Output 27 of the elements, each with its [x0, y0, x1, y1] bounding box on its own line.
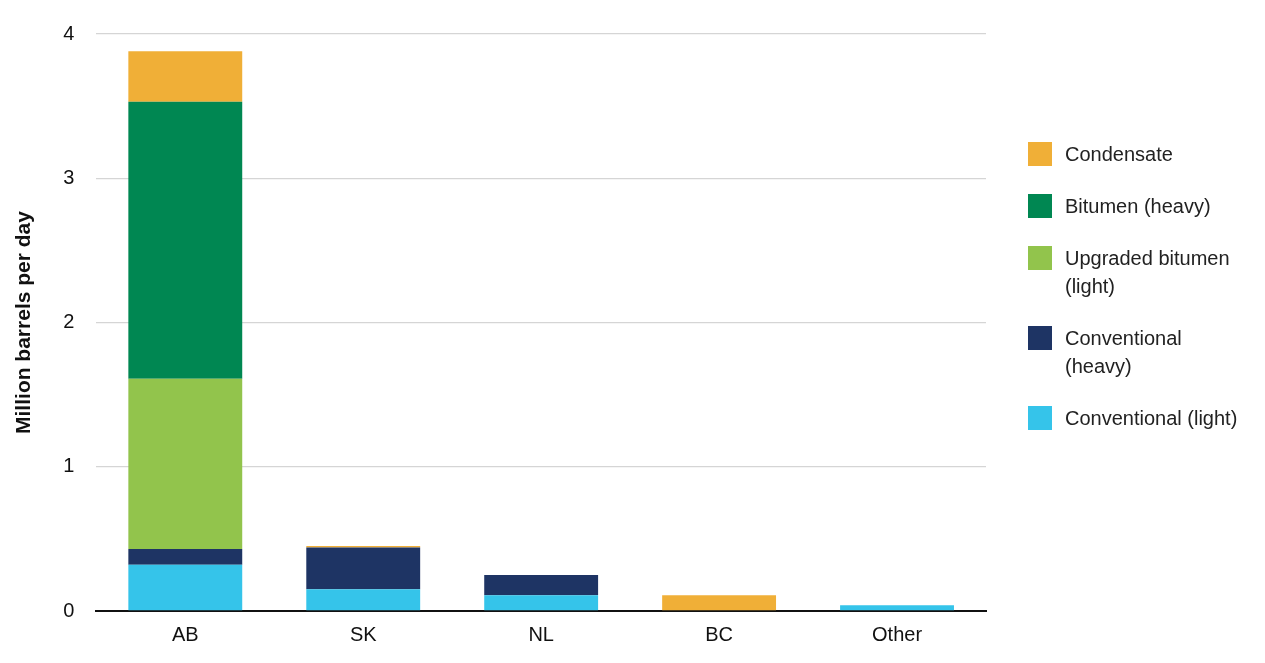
bar	[128, 51, 243, 102]
x-tick-label: BC	[705, 622, 733, 645]
bar	[128, 548, 243, 565]
bar	[484, 595, 599, 611]
y-tick-label: 0	[63, 598, 75, 621]
y-axis-title: Million barrels per day	[11, 210, 35, 434]
x-tick-label: SK	[349, 622, 378, 645]
legend-label: Conventional (light)	[1065, 406, 1238, 431]
y-tick-label: 3	[63, 165, 75, 188]
y-tick-label: 1	[63, 454, 75, 477]
bar	[662, 595, 777, 611]
legend-label: Condensate	[1065, 142, 1173, 167]
bar	[484, 574, 599, 596]
bar	[840, 605, 954, 611]
bar	[128, 564, 243, 611]
y-tick-label: 4	[63, 21, 75, 44]
bar	[128, 101, 243, 379]
x-tick-label: NL	[528, 622, 554, 645]
bar	[306, 547, 421, 590]
x-tick-label: Other	[872, 622, 923, 645]
legend-label: Conventional (heavy)	[1065, 326, 1183, 379]
legend-label: Upgraded bitumen (light)	[1065, 246, 1231, 299]
bar	[306, 589, 421, 611]
y-tick-label: 2	[63, 310, 75, 333]
bar	[128, 378, 243, 549]
x-tick-label: AB	[171, 622, 199, 645]
legend-label: Bitumen (heavy)	[1065, 194, 1211, 219]
